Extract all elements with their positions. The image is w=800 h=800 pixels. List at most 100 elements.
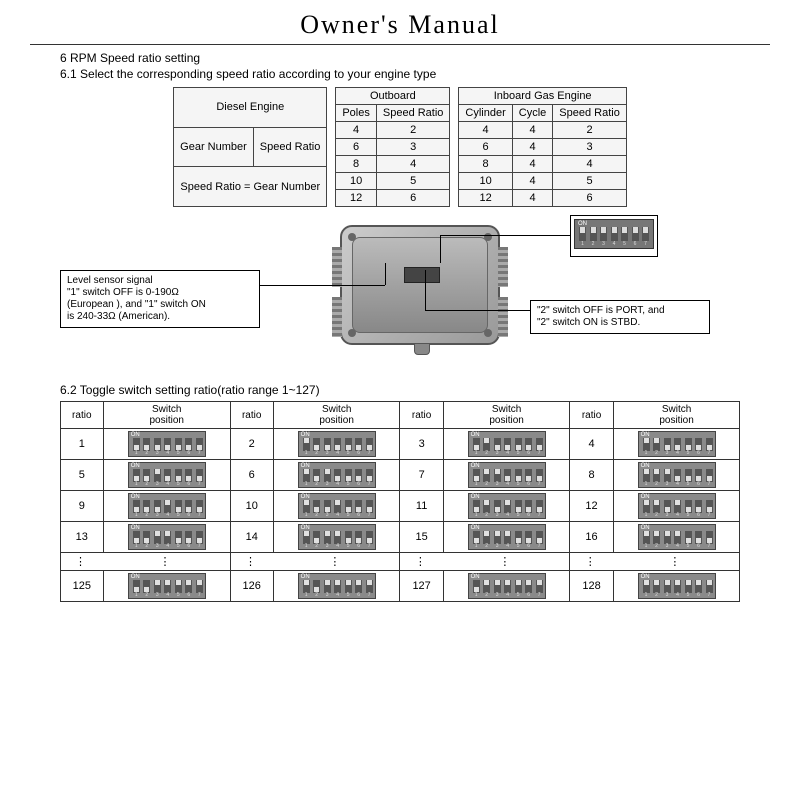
dip-cell: ON1234567 bbox=[273, 491, 400, 522]
inboard-cell: 2 bbox=[553, 122, 627, 139]
device-dip-chip bbox=[404, 267, 440, 283]
inboard-h3: Speed Ratio bbox=[553, 105, 627, 122]
dip-cell: ON1234567 bbox=[613, 429, 740, 460]
ratio-cell: 3 bbox=[400, 429, 443, 460]
ratio-cell: 1 bbox=[60, 429, 103, 460]
dip-zoom-callout: ON1234567 bbox=[570, 215, 658, 257]
outboard-cell: 3 bbox=[376, 139, 450, 156]
dip-switch: ON1234567 bbox=[638, 431, 716, 457]
dip-switch: ON1234567 bbox=[128, 431, 206, 457]
page-title: Owner's Manual bbox=[30, 10, 770, 40]
outboard-h1: Poles bbox=[336, 105, 377, 122]
dip-switch: ON1234567 bbox=[128, 573, 206, 599]
ratio-cell: 16 bbox=[570, 522, 613, 553]
diesel-note: Speed Ratio = Gear Number bbox=[174, 167, 327, 207]
dip-switch: ON1234567 bbox=[638, 493, 716, 519]
level-sensor-callout: Level sensor signal "1" switch OFF is 0-… bbox=[60, 270, 260, 328]
inboard-h2: Cycle bbox=[512, 105, 553, 122]
outboard-cell: 4 bbox=[376, 156, 450, 173]
dip-cell: ON1234567 bbox=[103, 522, 230, 553]
ratio-h3: ratio bbox=[230, 402, 273, 429]
dip-switch: ON1234567 bbox=[638, 462, 716, 488]
dip-switch: ON1234567 bbox=[128, 493, 206, 519]
ratio-cell: 128 bbox=[570, 571, 613, 602]
dip-cell: ON1234567 bbox=[443, 491, 570, 522]
dip-cell: ON1234567 bbox=[103, 429, 230, 460]
engine-tables-row: Diesel Engine Gear NumberSpeed Ratio Spe… bbox=[30, 87, 770, 207]
ratio-h8: Switch position bbox=[613, 402, 740, 429]
ratio-h6: Switch position bbox=[443, 402, 570, 429]
dip-switch: ON1234567 bbox=[468, 493, 546, 519]
dip-switch: ON1234567 bbox=[128, 462, 206, 488]
inboard-cell: 4 bbox=[512, 139, 553, 156]
outboard-cell: 10 bbox=[336, 173, 377, 190]
ratio-row: 13ON123456714ON123456715ON123456716ON123… bbox=[60, 522, 740, 553]
inboard-caption: Inboard Gas Engine bbox=[459, 88, 626, 105]
section-62-heading: 6.2 Toggle switch setting ratio(ratio ra… bbox=[60, 383, 770, 397]
inboard-cell: 6 bbox=[459, 139, 512, 156]
ratio-row: 125ON1234567126ON1234567127ON1234567128O… bbox=[60, 571, 740, 602]
dip-cell: ON1234567 bbox=[273, 571, 400, 602]
ratio-cell: 9 bbox=[60, 491, 103, 522]
ratio-cell: 13 bbox=[60, 522, 103, 553]
ratio-cell: 14 bbox=[230, 522, 273, 553]
ratio-cell: 7 bbox=[400, 460, 443, 491]
dip-switch: ON1234567 bbox=[298, 573, 376, 599]
dip-cell: ON1234567 bbox=[103, 491, 230, 522]
inboard-cell: 8 bbox=[459, 156, 512, 173]
ratio-h2: Switch position bbox=[103, 402, 230, 429]
inboard-cell: 4 bbox=[512, 190, 553, 207]
ratio-cell: 10 bbox=[230, 491, 273, 522]
ratio-h7: ratio bbox=[570, 402, 613, 429]
dip-switch: ON1234567 bbox=[468, 431, 546, 457]
inboard-cell: 5 bbox=[553, 173, 627, 190]
ratio-header-row: ratioSwitch position ratioSwitch positio… bbox=[60, 402, 740, 429]
ratio-h5: ratio bbox=[400, 402, 443, 429]
dip-switch: ON1234567 bbox=[468, 524, 546, 550]
ratio-row: 5 ON1234567 6 ON1234567 7 ON1234567 8 ON1234567 bbox=[60, 460, 740, 491]
dip-cell: ON1234567 bbox=[443, 429, 570, 460]
dip-cell: ON1234567 bbox=[443, 522, 570, 553]
dip-switch: ON1234567 bbox=[298, 524, 376, 550]
diesel-caption: Diesel Engine bbox=[174, 88, 327, 128]
outboard-cell: 6 bbox=[376, 190, 450, 207]
ratio-cell: 8 bbox=[570, 460, 613, 491]
inboard-cell: 4 bbox=[512, 122, 553, 139]
dip-switch: ON1234567 bbox=[298, 462, 376, 488]
dip-switch: ON1234567 bbox=[298, 493, 376, 519]
outboard-cell: 6 bbox=[336, 139, 377, 156]
dip-cell: ON1234567 bbox=[273, 522, 400, 553]
ratio-cell: 12 bbox=[570, 491, 613, 522]
diesel-h1: Gear Number bbox=[174, 127, 254, 167]
inboard-cell: 4 bbox=[459, 122, 512, 139]
port-stbd-callout: "2" switch OFF is PORT, and "2" switch O… bbox=[530, 300, 710, 334]
ratio-row: 1ON12345672ON12345673ON12345674ON1234567 bbox=[60, 429, 740, 460]
ratio-cell: 6 bbox=[230, 460, 273, 491]
outboard-cell: 12 bbox=[336, 190, 377, 207]
inboard-cell: 4 bbox=[512, 156, 553, 173]
dip-cell: ON1234567 bbox=[613, 571, 740, 602]
ratio-cell: 5 bbox=[60, 460, 103, 491]
ratio-h4: Switch position bbox=[273, 402, 400, 429]
ratio-cell: 15 bbox=[400, 522, 443, 553]
dip-switch: ON1234567 bbox=[638, 524, 716, 550]
dip-switch: ON1234567 bbox=[638, 573, 716, 599]
outboard-cell: 5 bbox=[376, 173, 450, 190]
outboard-h2: Speed Ratio bbox=[376, 105, 450, 122]
dip-switch: ON1234567 bbox=[468, 462, 546, 488]
inboard-cell: 3 bbox=[553, 139, 627, 156]
ratio-h1: ratio bbox=[60, 402, 103, 429]
ratio-cell: 125 bbox=[60, 571, 103, 602]
dip-cell: ON1234567 bbox=[273, 460, 400, 491]
dip-cell: ON1234567 bbox=[613, 491, 740, 522]
outboard-table: Outboard PolesSpeed Ratio 426384105126 bbox=[335, 87, 450, 207]
inboard-cell: 6 bbox=[553, 190, 627, 207]
dip-cell: ON1234567 bbox=[103, 460, 230, 491]
dip-switch: ON1234567 bbox=[468, 573, 546, 599]
ratio-table: ratioSwitch position ratioSwitch positio… bbox=[60, 401, 741, 602]
outboard-caption: Outboard bbox=[336, 88, 450, 105]
diesel-h2: Speed Ratio bbox=[253, 127, 327, 167]
inboard-cell: 12 bbox=[459, 190, 512, 207]
inboard-table: Inboard Gas Engine CylinderCycleSpeed Ra… bbox=[458, 87, 626, 207]
title-divider bbox=[30, 44, 770, 45]
